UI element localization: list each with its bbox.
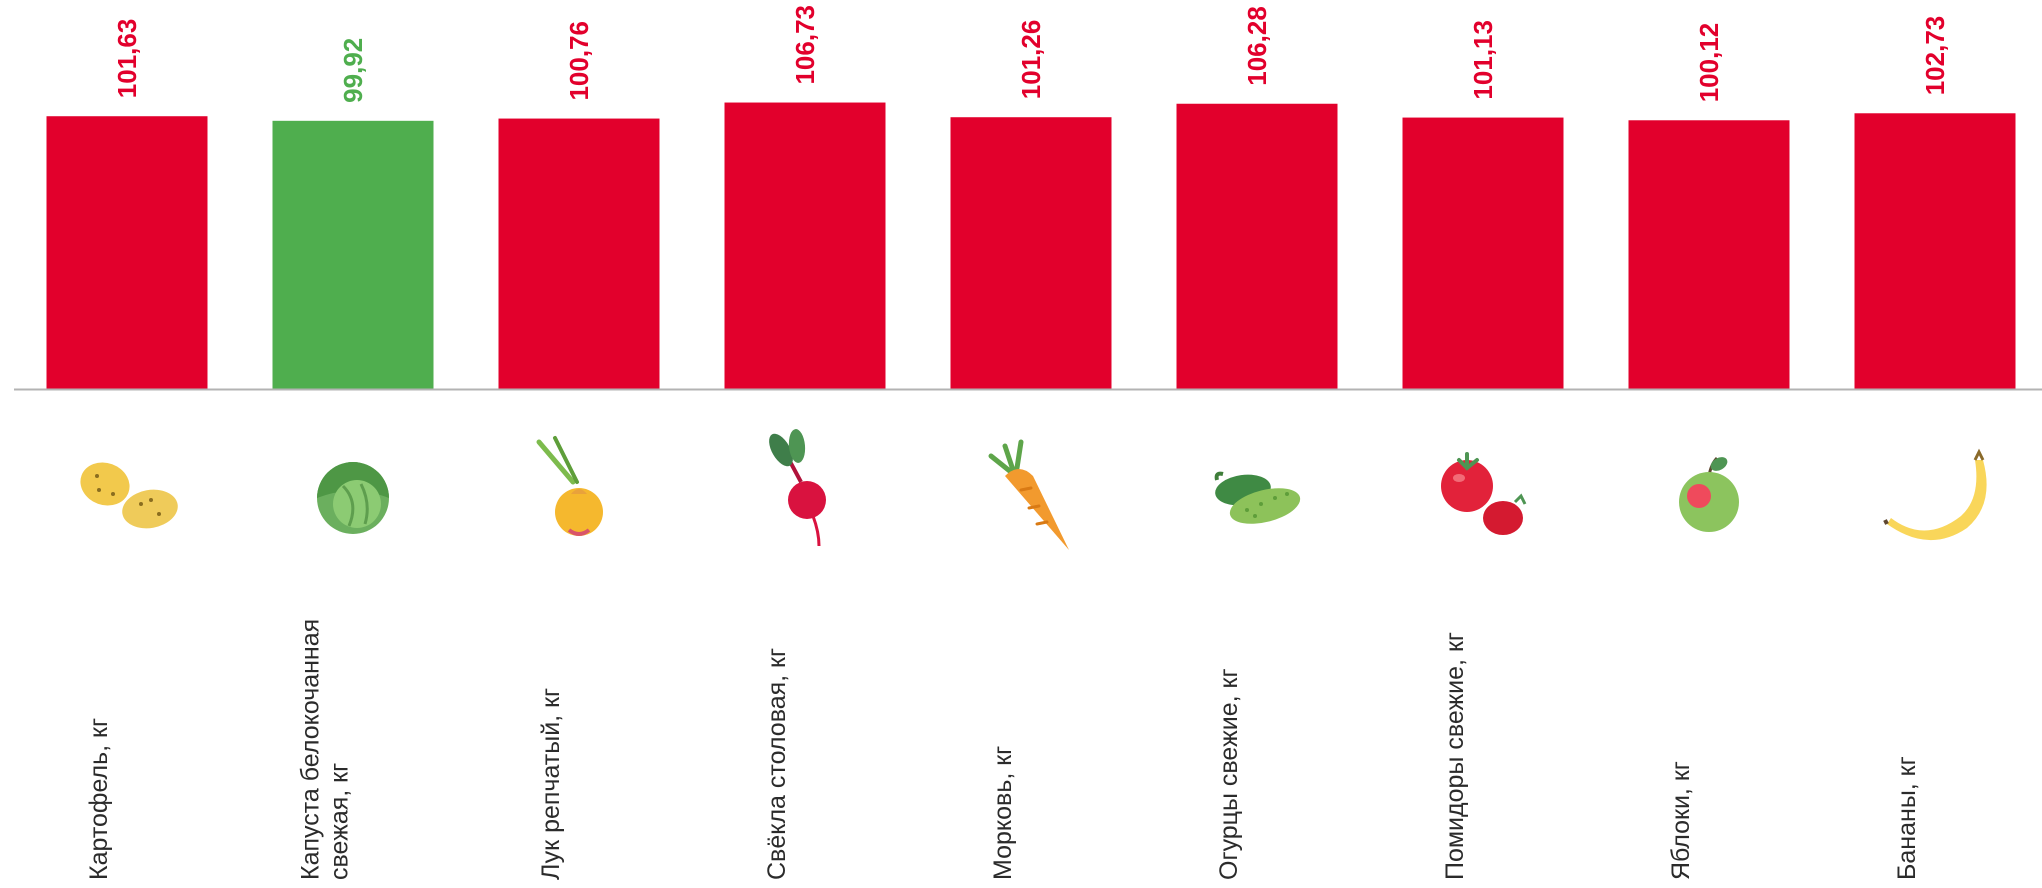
value-label-6: 106,28 [1242, 6, 1272, 86]
product-icons-group [80, 429, 1987, 550]
beet-icon [769, 429, 826, 547]
apple-icon [1679, 456, 1739, 532]
category-label-7: Помидоры свежие, кг [1441, 632, 1469, 880]
bar-5 [950, 117, 1112, 389]
category-label-2-line-2: свежая, кг [326, 763, 354, 880]
tomato-icon [1441, 452, 1527, 535]
category-label-8: Яблоки, кг [1667, 761, 1695, 880]
carrot-icon [988, 439, 1069, 550]
category-label-2-line-1: Капуста белокочанная [297, 619, 325, 880]
cucumber-icon [1214, 471, 1301, 524]
category-label-9: Бананы, кг [1893, 756, 1921, 880]
value-label-5: 101,26 [1016, 20, 1046, 100]
bar-9 [1854, 113, 2016, 390]
banana-icon [1883, 448, 1987, 541]
bar-6 [1176, 103, 1338, 389]
bar-1 [46, 116, 208, 389]
value-label-1: 101,63 [112, 19, 142, 99]
category-label-1: Картофель, кг [85, 718, 113, 880]
cabbage-icon [317, 462, 389, 534]
category-label-5: Морковь, кг [989, 746, 1017, 880]
value-label-4: 106,73 [790, 5, 820, 85]
bar-3 [498, 118, 660, 390]
bar-4 [724, 102, 886, 389]
onion-icon [536, 436, 603, 536]
category-labels-group: Картофель, кг Капуста белокочанная свежая,… [85, 619, 1921, 880]
value-label-8: 100,12 [1694, 23, 1724, 103]
bar-8 [1628, 120, 1790, 389]
value-label-3: 100,76 [564, 21, 594, 101]
bars-group [46, 102, 2016, 390]
category-label-4: Свёкла столовая, кг [763, 648, 791, 880]
category-label-6: Огурцы свежие, кг [1215, 668, 1243, 880]
category-label-3: Лук репчатый, кг [537, 688, 565, 880]
value-label-9: 102,73 [1920, 16, 1950, 96]
value-label-7: 101,13 [1468, 20, 1498, 100]
value-label-2: 99,92 [338, 38, 368, 103]
bar-7 [1402, 117, 1564, 389]
bar-2 [272, 120, 434, 389]
value-labels-group: 101,63 99,92 100,76 106,73 101,26 106,28 101,1… [112, 5, 1950, 103]
potato-icon [80, 462, 178, 529]
